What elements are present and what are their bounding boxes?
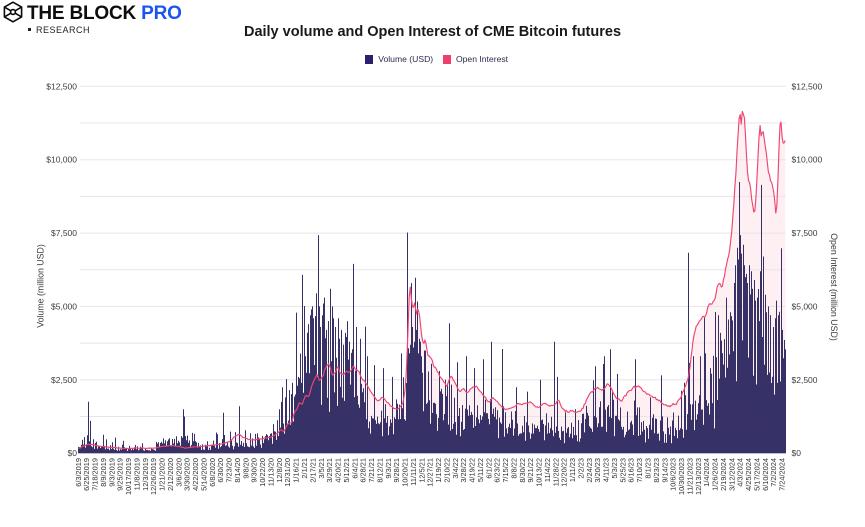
svg-text:3/12/2024: 3/12/2024 bbox=[727, 458, 736, 491]
svg-text:6/1/22: 6/1/22 bbox=[484, 458, 493, 479]
svg-text:5/14/2020: 5/14/2020 bbox=[200, 458, 209, 491]
svg-text:2/1/21: 2/1/21 bbox=[300, 458, 309, 479]
svg-text:5/12/21: 5/12/21 bbox=[342, 458, 351, 483]
svg-text:6/16/23: 6/16/23 bbox=[627, 458, 636, 483]
svg-text:6/3/2019: 6/3/2019 bbox=[74, 458, 83, 487]
svg-text:10/17/2019: 10/17/2019 bbox=[124, 458, 133, 495]
svg-text:$7,500: $7,500 bbox=[51, 228, 77, 238]
svg-text:1/4/2024: 1/4/2024 bbox=[702, 458, 711, 487]
svg-text:9/3/21: 9/3/21 bbox=[384, 458, 393, 479]
svg-text:4/22/2020: 4/22/2020 bbox=[191, 458, 200, 491]
svg-text:3/28/22: 3/28/22 bbox=[459, 458, 468, 483]
svg-text:2/10/22: 2/10/22 bbox=[442, 458, 451, 483]
svg-text:$10,000: $10,000 bbox=[46, 155, 77, 165]
svg-text:7/21/21: 7/21/21 bbox=[367, 458, 376, 483]
svg-text:$5,000: $5,000 bbox=[51, 301, 77, 311]
svg-text:2/12/2020: 2/12/2020 bbox=[166, 458, 175, 491]
svg-text:1/11/23: 1/11/23 bbox=[568, 458, 577, 482]
svg-text:9/3/2019: 9/3/2019 bbox=[107, 458, 116, 487]
svg-text:10/6/2023: 10/6/2023 bbox=[669, 458, 678, 491]
svg-text:9/28/21: 9/28/21 bbox=[392, 458, 401, 483]
svg-text:6/8/2020: 6/8/2020 bbox=[208, 458, 217, 487]
svg-text:6/28/21: 6/28/21 bbox=[359, 458, 368, 483]
svg-text:5/17/2024: 5/17/2024 bbox=[752, 458, 761, 491]
svg-text:1/21/2020: 1/21/2020 bbox=[158, 458, 167, 491]
svg-text:12/27/21: 12/27/21 bbox=[426, 458, 435, 487]
svg-text:2/24/23: 2/24/23 bbox=[585, 458, 594, 483]
svg-text:5/11/22: 5/11/22 bbox=[476, 458, 485, 482]
svg-text:$0: $0 bbox=[68, 448, 78, 458]
svg-text:12/13/2023: 12/13/2023 bbox=[694, 458, 703, 495]
svg-text:11/21/2023: 11/21/2023 bbox=[685, 458, 694, 494]
svg-text:11/11/21: 11/11/21 bbox=[409, 458, 418, 486]
svg-text:$12,500: $12,500 bbox=[46, 81, 77, 91]
svg-text:11/4/22: 11/4/22 bbox=[543, 458, 552, 482]
svg-text:5/3/23: 5/3/23 bbox=[610, 458, 619, 479]
svg-text:8/8/22: 8/8/22 bbox=[510, 458, 519, 479]
svg-text:$10,000: $10,000 bbox=[792, 155, 823, 165]
svg-text:5/25/23: 5/25/23 bbox=[618, 458, 627, 483]
svg-text:12/20/22: 12/20/22 bbox=[560, 458, 569, 487]
svg-text:11/8/2019: 11/8/2019 bbox=[132, 458, 141, 490]
svg-text:6/10/2024: 6/10/2024 bbox=[761, 458, 770, 491]
svg-text:4/3/2024: 4/3/2024 bbox=[736, 458, 745, 487]
svg-text:7/18/2019: 7/18/2019 bbox=[91, 458, 100, 491]
svg-text:12/31/20: 12/31/20 bbox=[283, 458, 292, 487]
svg-text:12/26/2019: 12/26/2019 bbox=[149, 458, 158, 495]
svg-text:2/19/2024: 2/19/2024 bbox=[719, 458, 728, 491]
svg-text:3/6/2020: 3/6/2020 bbox=[174, 458, 183, 487]
svg-text:9/14/23: 9/14/23 bbox=[660, 458, 669, 483]
svg-text:10/13/22: 10/13/22 bbox=[535, 458, 544, 487]
svg-text:10/22/20: 10/22/20 bbox=[258, 458, 267, 487]
svg-text:7/2/2024: 7/2/2024 bbox=[769, 458, 778, 487]
svg-text:8/14/20: 8/14/20 bbox=[233, 458, 242, 483]
svg-text:8/23/23: 8/23/23 bbox=[652, 458, 661, 483]
svg-text:4/19/22: 4/19/22 bbox=[468, 458, 477, 483]
svg-text:$2,500: $2,500 bbox=[792, 375, 818, 385]
svg-text:10/20/21: 10/20/21 bbox=[401, 458, 410, 487]
svg-text:$0: $0 bbox=[792, 448, 802, 458]
svg-text:7/24/2024: 7/24/2024 bbox=[778, 458, 787, 491]
svg-text:11/13/20: 11/13/20 bbox=[267, 458, 276, 486]
svg-text:12/8/20: 12/8/20 bbox=[275, 458, 284, 483]
svg-text:3/5/21: 3/5/21 bbox=[317, 458, 326, 479]
svg-text:8/1/23: 8/1/23 bbox=[644, 458, 653, 479]
svg-text:9/30/20: 9/30/20 bbox=[250, 458, 259, 483]
svg-text:3/20/23: 3/20/23 bbox=[593, 458, 602, 483]
svg-text:12/3/2019: 12/3/2019 bbox=[141, 458, 150, 491]
svg-text:6/4/21: 6/4/21 bbox=[350, 458, 359, 479]
svg-text:3/30/2020: 3/30/2020 bbox=[183, 458, 192, 491]
svg-text:10/30/2023: 10/30/2023 bbox=[677, 458, 686, 495]
svg-text:8/12/21: 8/12/21 bbox=[375, 458, 384, 483]
svg-text:6/23/22: 6/23/22 bbox=[493, 458, 502, 483]
svg-text:9/25/2019: 9/25/2019 bbox=[116, 458, 125, 491]
svg-text:$12,500: $12,500 bbox=[792, 81, 823, 91]
svg-text:8/9/2019: 8/9/2019 bbox=[99, 458, 108, 487]
svg-text:4/25/2024: 4/25/2024 bbox=[744, 458, 753, 491]
svg-text:1/26/2024: 1/26/2024 bbox=[711, 458, 720, 491]
svg-text:4/20/21: 4/20/21 bbox=[334, 458, 343, 483]
svg-text:2/17/21: 2/17/21 bbox=[308, 458, 317, 483]
svg-text:6/30/20: 6/30/20 bbox=[216, 458, 225, 483]
svg-text:7/10/23: 7/10/23 bbox=[635, 458, 644, 483]
svg-text:11/28/22: 11/28/22 bbox=[551, 458, 560, 486]
svg-text:1/19/22: 1/19/22 bbox=[434, 458, 443, 483]
svg-text:7/23/20: 7/23/20 bbox=[225, 458, 234, 483]
svg-text:Open Interest (million USD): Open Interest (million USD) bbox=[829, 233, 839, 341]
svg-text:4/11/23: 4/11/23 bbox=[602, 458, 611, 482]
svg-text:Volume (million USD): Volume (million USD) bbox=[36, 244, 46, 328]
svg-text:6/25/2019: 6/25/2019 bbox=[82, 458, 91, 491]
svg-text:$7,500: $7,500 bbox=[792, 228, 818, 238]
svg-text:1/16/21: 1/16/21 bbox=[292, 458, 301, 483]
svg-text:$5,000: $5,000 bbox=[792, 301, 818, 311]
svg-text:2/2/23: 2/2/23 bbox=[577, 458, 586, 479]
svg-text:$2,500: $2,500 bbox=[51, 375, 77, 385]
svg-text:8/30/22: 8/30/22 bbox=[518, 458, 527, 483]
svg-text:3/4/22: 3/4/22 bbox=[451, 458, 460, 479]
svg-text:12/5/21: 12/5/21 bbox=[417, 458, 426, 483]
svg-text:9/8/20: 9/8/20 bbox=[241, 458, 250, 479]
svg-text:7/15/22: 7/15/22 bbox=[501, 458, 510, 483]
svg-text:9/21/22: 9/21/22 bbox=[526, 458, 535, 483]
svg-text:3/29/21: 3/29/21 bbox=[325, 458, 334, 483]
